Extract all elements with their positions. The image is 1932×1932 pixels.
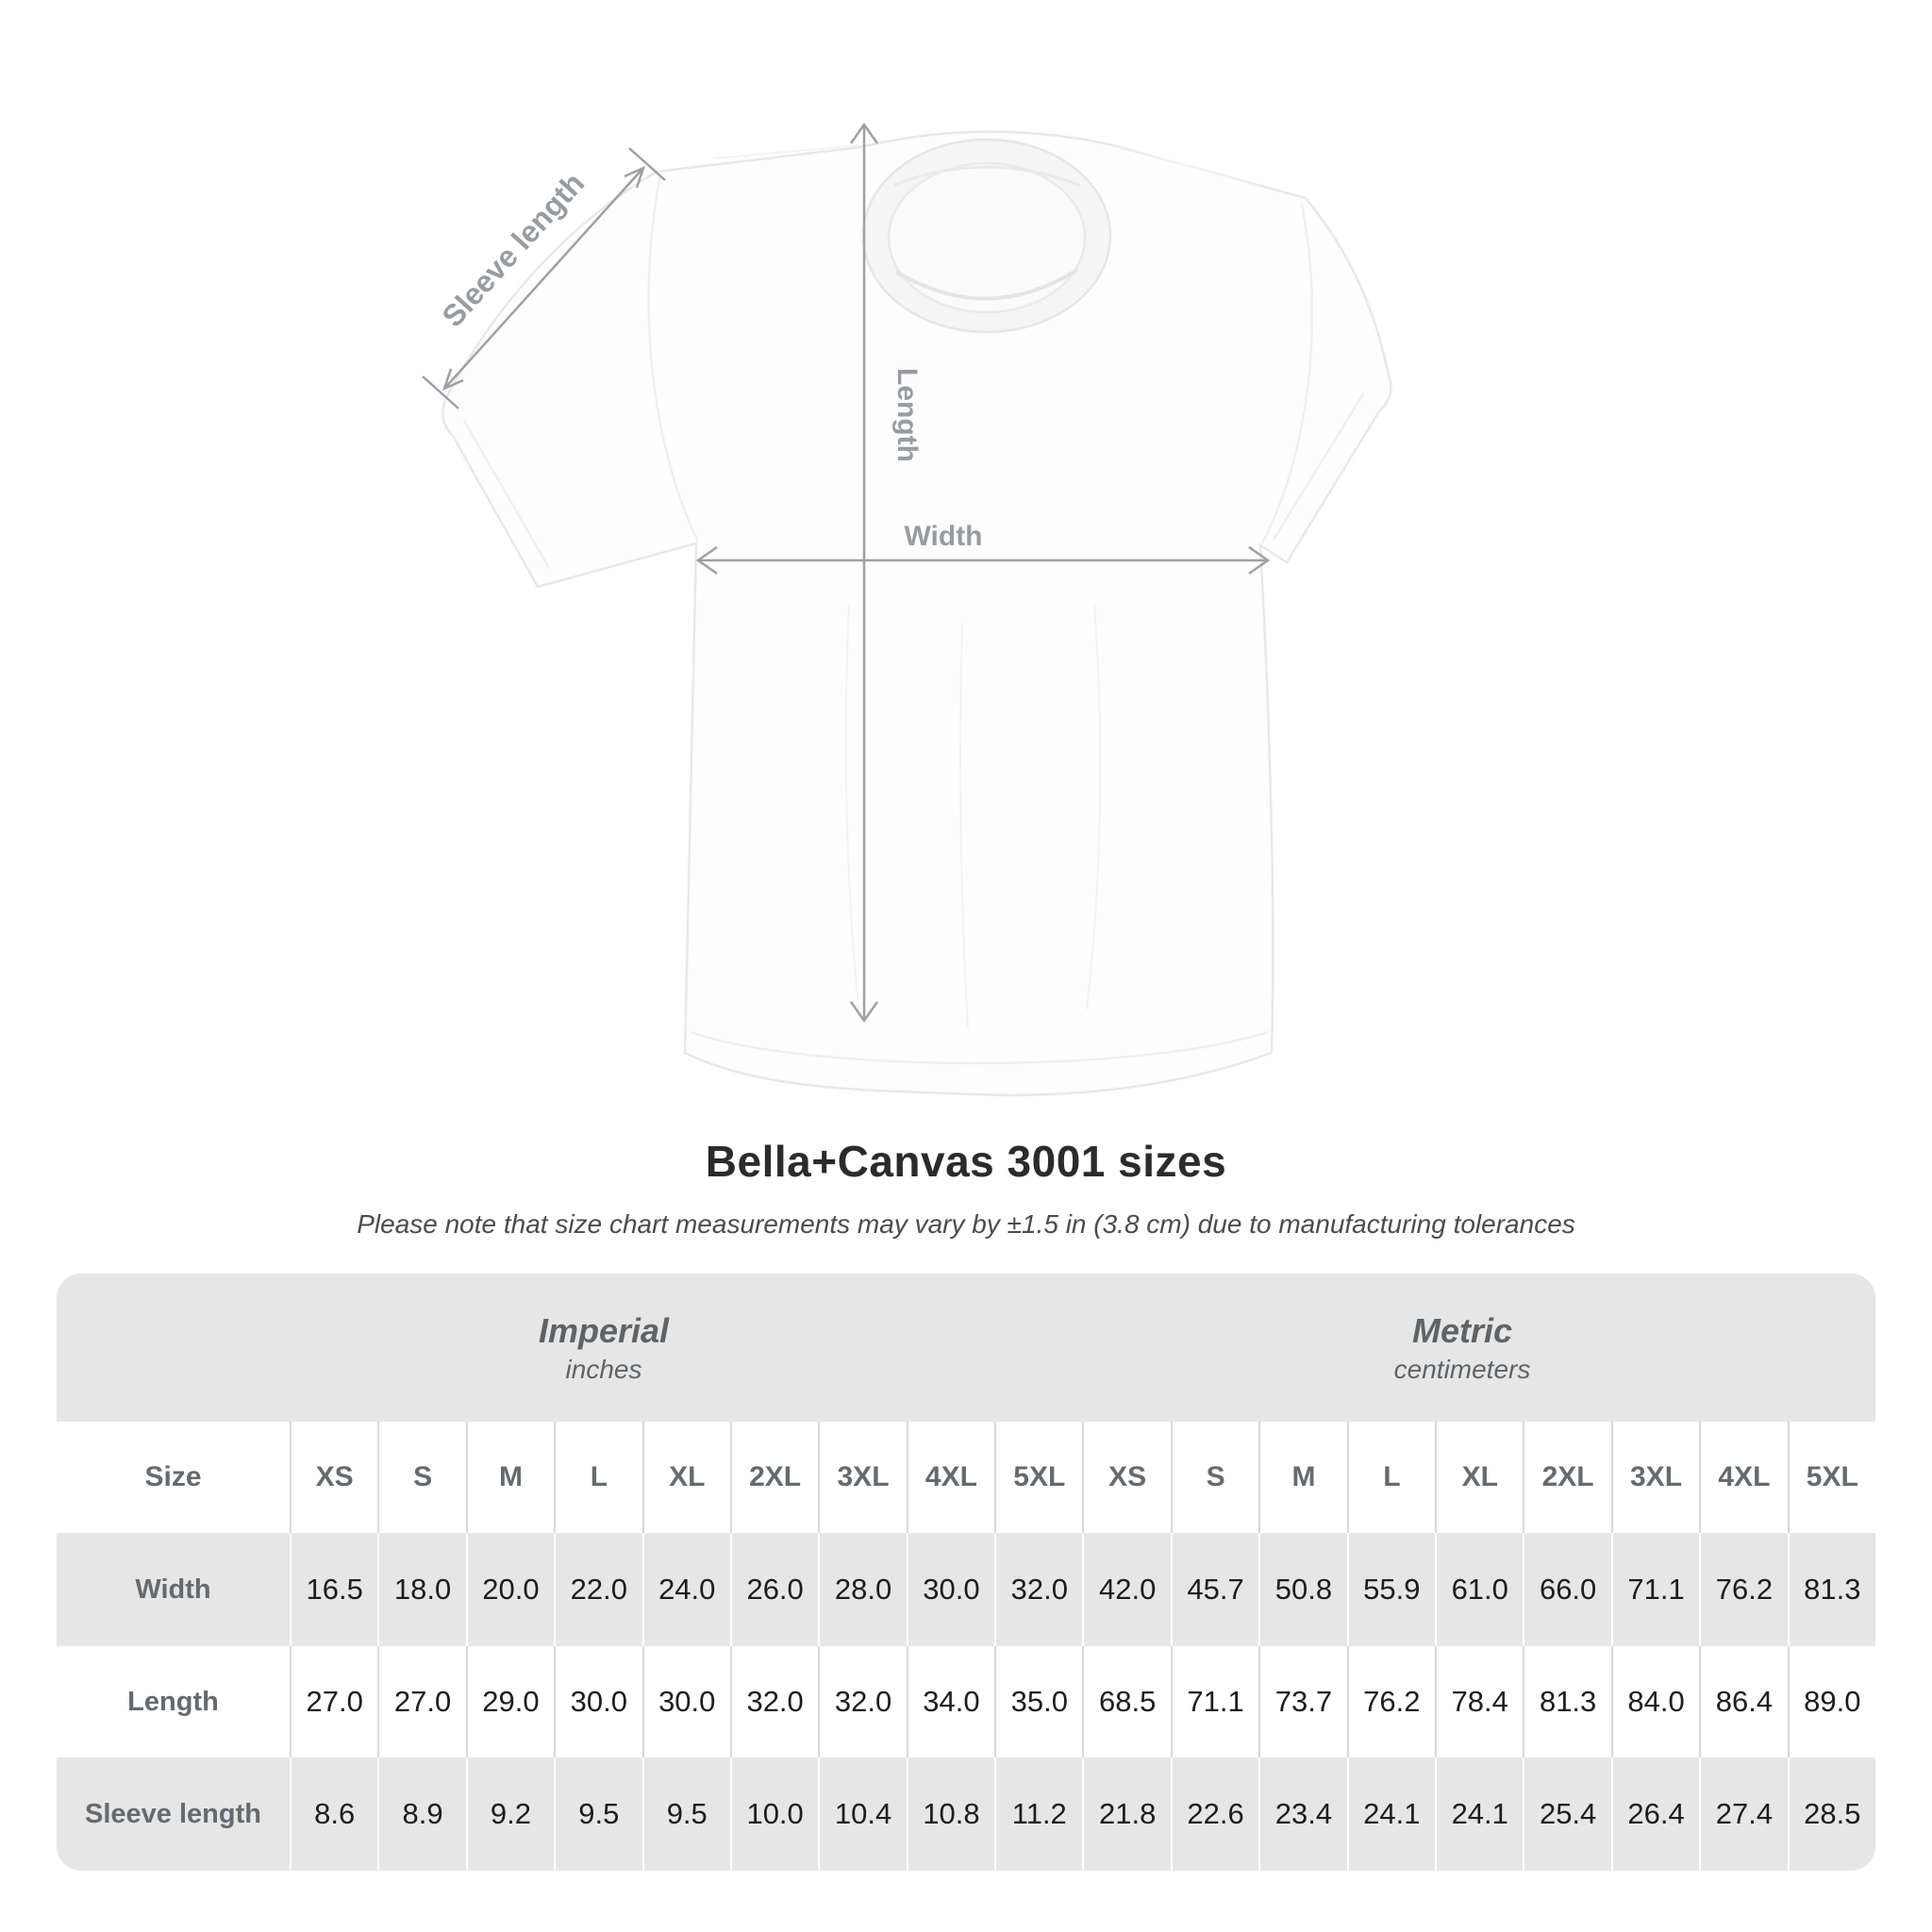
table-cell: 27.0: [377, 1646, 465, 1757]
table-cell: 78.4: [1435, 1646, 1523, 1757]
table-cell: 89.0: [1787, 1646, 1875, 1757]
row-label-width: Width: [135, 1574, 211, 1605]
table-cell: 20.0: [465, 1533, 554, 1646]
length-label: Length: [891, 368, 923, 462]
table-cell: 35.0: [994, 1646, 1082, 1757]
size-col-header: 3XL: [818, 1422, 906, 1533]
table-cell: 32.0: [818, 1646, 906, 1757]
table-cell: 45.7: [1170, 1533, 1258, 1646]
table-cell: 42.0: [1082, 1533, 1170, 1646]
table-cell: 26.0: [729, 1533, 818, 1646]
table-cell: 28.5: [1787, 1757, 1875, 1871]
table-cell: 30.0: [641, 1646, 730, 1757]
size-table: Imperial inches Metric centimeters Size …: [57, 1274, 1875, 1871]
metric-header: Metric centimeters: [1394, 1274, 1531, 1422]
table-cell: 55.9: [1346, 1533, 1435, 1646]
size-col-header: 4XL: [906, 1422, 994, 1533]
table-cell: 18.0: [377, 1533, 465, 1646]
size-col-header: S: [1170, 1422, 1258, 1533]
table-cell: 73.7: [1258, 1646, 1346, 1757]
table-cell: 16.5: [290, 1533, 377, 1646]
size-header-label: Size: [144, 1461, 202, 1492]
size-col-header: 5XL: [1787, 1422, 1875, 1533]
table-cell: 24.0: [641, 1533, 730, 1646]
row-label-length: Length: [127, 1686, 219, 1717]
length-arrow: [849, 122, 879, 1024]
size-header-row: Size XS S M L XL 2XL 3XL 4XL 5XL XS S M …: [57, 1422, 1875, 1533]
table-cell: 10.8: [906, 1757, 994, 1871]
size-col-header: L: [554, 1422, 641, 1533]
metric-unit-label: centimeters: [1393, 1354, 1531, 1384]
table-cell: 86.4: [1699, 1646, 1787, 1757]
imperial-header: Imperial inches: [539, 1274, 669, 1422]
sleeve-length-arrow: [422, 147, 666, 409]
tolerance-note: Please note that size chart measurements…: [357, 1209, 1575, 1239]
table-cell: 11.2: [994, 1757, 1082, 1871]
table-cell: 10.0: [729, 1757, 818, 1871]
length-row: Length 27.0 27.0 29.0 30.0 30.0 32.0 32.…: [57, 1646, 1875, 1757]
size-col-header: S: [377, 1422, 465, 1533]
table-cell: 71.1: [1610, 1533, 1699, 1646]
size-col-header: M: [1258, 1422, 1346, 1533]
size-col-header: XS: [290, 1422, 377, 1533]
table-cell: 81.3: [1787, 1533, 1875, 1646]
sleeve-length-row: Sleeve length 8.6 8.9 9.2 9.5 9.5 10.0 1…: [57, 1757, 1875, 1871]
table-cell: 24.1: [1346, 1757, 1435, 1871]
size-col-header: 4XL: [1699, 1422, 1787, 1533]
table-cell: 34.0: [906, 1646, 994, 1757]
table-cell: 28.0: [818, 1533, 906, 1646]
size-col-header: XS: [1082, 1422, 1170, 1533]
size-col-header: 3XL: [1610, 1422, 1699, 1533]
table-cell: 29.0: [465, 1646, 554, 1757]
page-title: Bella+Canvas 3001 sizes: [705, 1137, 1227, 1186]
width-label: Width: [904, 521, 982, 552]
table-cell: 32.0: [994, 1533, 1082, 1646]
row-label-sleeve-length: Sleeve length: [85, 1798, 261, 1829]
table-cell: 21.8: [1082, 1757, 1170, 1871]
imperial-label: Imperial: [538, 1310, 670, 1350]
table-cell: 22.6: [1170, 1757, 1258, 1871]
size-col-header: 2XL: [729, 1422, 818, 1533]
table-cell: 8.9: [377, 1757, 465, 1871]
size-col-header: XL: [641, 1422, 730, 1533]
table-cell: 66.0: [1523, 1533, 1610, 1646]
size-col-header: 5XL: [994, 1422, 1082, 1533]
table-cell: 76.2: [1346, 1646, 1435, 1757]
table-cell: 84.0: [1610, 1646, 1699, 1757]
table-cell: 8.6: [290, 1757, 377, 1871]
table-cell: 27.0: [290, 1646, 377, 1757]
size-col-header: L: [1346, 1422, 1435, 1533]
size-col-header: XL: [1435, 1422, 1523, 1533]
unit-header-band: Imperial inches Metric centimeters: [57, 1274, 1875, 1422]
table-cell: 30.0: [554, 1646, 641, 1757]
collar: [861, 138, 1112, 334]
metric-label: Metric: [1411, 1310, 1513, 1350]
table-cell: 9.5: [641, 1757, 730, 1871]
table-cell: 30.0: [906, 1533, 994, 1646]
tshirt-measurement-diagram: Length Width Sleeve length: [422, 122, 1392, 1097]
table-cell: 22.0: [554, 1533, 641, 1646]
size-col-header: M: [465, 1422, 554, 1533]
tshirt-illustration: [441, 130, 1392, 1097]
table-cell: 50.8: [1258, 1533, 1346, 1646]
table-cell: 76.2: [1699, 1533, 1787, 1646]
table-cell: 26.4: [1610, 1757, 1699, 1871]
table-cell: 9.2: [465, 1757, 554, 1871]
table-cell: 23.4: [1258, 1757, 1346, 1871]
table-cell: 32.0: [729, 1646, 818, 1757]
table-cell: 24.1: [1435, 1757, 1523, 1871]
table-cell: 10.4: [818, 1757, 906, 1871]
size-col-header: 2XL: [1523, 1422, 1610, 1533]
table-cell: 27.4: [1699, 1757, 1787, 1871]
table-cell: 81.3: [1523, 1646, 1610, 1757]
table-cell: 68.5: [1082, 1646, 1170, 1757]
table-cell: 61.0: [1435, 1533, 1523, 1646]
width-arrow: [695, 545, 1271, 575]
table-cell: 25.4: [1523, 1757, 1610, 1871]
table-cell: 9.5: [554, 1757, 641, 1871]
width-row: Width 16.5 18.0 20.0 22.0 24.0 26.0 28.0…: [57, 1533, 1875, 1646]
imperial-unit-label: inches: [565, 1354, 642, 1384]
table-cell: 71.1: [1170, 1646, 1258, 1757]
